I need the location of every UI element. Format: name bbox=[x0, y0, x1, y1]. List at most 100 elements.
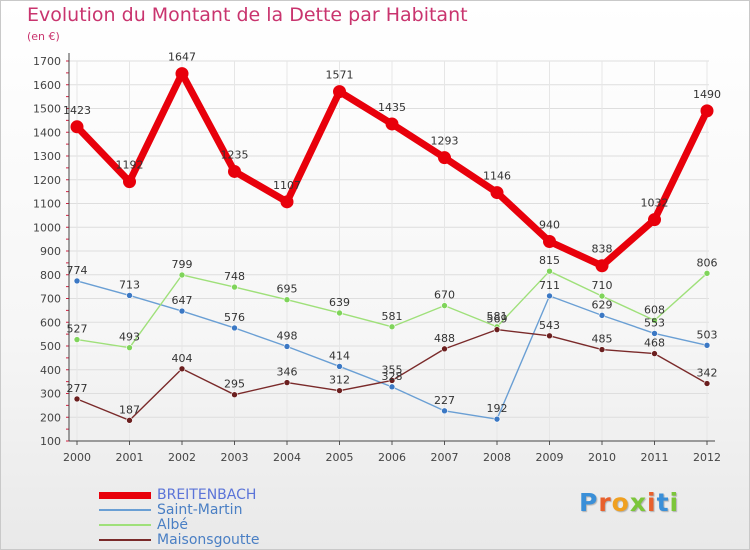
data-label-albe: 527 bbox=[67, 323, 88, 336]
data-label-saint-martin: 647 bbox=[172, 294, 193, 307]
legend-swatch bbox=[99, 491, 151, 499]
x-tick-label: 2002 bbox=[168, 451, 196, 464]
y-tick-label: 1700 bbox=[33, 55, 61, 68]
legend-swatch bbox=[99, 509, 151, 511]
chart-subtitle: (en €) bbox=[27, 30, 60, 43]
data-point-breitenbach bbox=[385, 117, 399, 131]
data-label-saint-martin: 711 bbox=[539, 279, 560, 292]
y-tick-label: 1200 bbox=[33, 174, 61, 187]
data-point-maisonsgoutte bbox=[493, 326, 501, 333]
data-label-albe: 670 bbox=[434, 289, 455, 302]
y-tick-label: 1600 bbox=[33, 79, 61, 92]
data-point-maisonsgoutte bbox=[651, 350, 658, 357]
data-label-saint-martin: 414 bbox=[329, 349, 350, 362]
y-tick-label: 1500 bbox=[33, 103, 61, 116]
data-label-maisonsgoutte: 295 bbox=[224, 378, 245, 391]
legend-swatch bbox=[99, 524, 151, 526]
data-label-maisonsgoutte: 342 bbox=[697, 367, 718, 380]
data-point-maisonsgoutte bbox=[388, 377, 396, 384]
data-label-breitenbach: 1146 bbox=[483, 170, 511, 183]
legend-label: Maisonsgoutte bbox=[157, 532, 260, 548]
data-label-albe: 639 bbox=[329, 296, 350, 309]
legend-label: BREITENBACH bbox=[157, 487, 257, 503]
data-point-albe bbox=[546, 267, 553, 275]
axis-layer: 100 200 300 400 500 600 700 800 900 1000 1100 1200 1… bbox=[33, 53, 721, 464]
data-label-breitenbach: 1235 bbox=[221, 148, 249, 161]
data-label-albe: 608 bbox=[644, 303, 665, 316]
data-label-maisonsgoutte: 404 bbox=[172, 352, 193, 365]
data-label-albe: 806 bbox=[697, 256, 718, 269]
data-point-saint-martin bbox=[73, 277, 81, 285]
data-point-maisonsgoutte bbox=[703, 380, 711, 387]
x-tick-label: 2009 bbox=[536, 451, 564, 464]
data-label-albe: 581 bbox=[487, 310, 508, 323]
data-label-albe: 695 bbox=[277, 283, 298, 296]
data-point-breitenbach bbox=[438, 151, 451, 165]
data-label-saint-martin: 503 bbox=[697, 328, 718, 341]
legend-item-breitenbach: BREITENBACH bbox=[99, 488, 256, 502]
data-point-breitenbach bbox=[595, 259, 609, 273]
data-label-breitenbach: 1107 bbox=[273, 179, 301, 192]
data-label-maisonsgoutte: 569 bbox=[487, 313, 508, 326]
data-point-breitenbach bbox=[543, 235, 556, 248]
legend-item-albe: Albé bbox=[99, 518, 188, 532]
data-point-saint-martin bbox=[441, 407, 448, 415]
x-tick-label: 2005 bbox=[326, 451, 354, 464]
data-label-albe: 748 bbox=[224, 270, 245, 283]
x-tick-label: 2008 bbox=[483, 451, 511, 464]
data-label-breitenbach: 1032 bbox=[641, 197, 669, 210]
data-label-maisonsgoutte: 346 bbox=[277, 366, 298, 379]
data-label-maisonsgoutte: 355 bbox=[382, 363, 403, 376]
data-point-saint-martin bbox=[546, 292, 553, 300]
legend-label: Albé bbox=[157, 517, 188, 533]
data-point-albe bbox=[231, 283, 238, 291]
data-label-breitenbach: 1435 bbox=[378, 101, 406, 114]
data-label-saint-martin: 713 bbox=[119, 278, 140, 291]
data-label-saint-martin: 498 bbox=[277, 329, 298, 342]
x-tick-label: 2004 bbox=[273, 451, 301, 464]
data-point-maisonsgoutte bbox=[178, 365, 186, 373]
data-label-saint-martin: 328 bbox=[382, 370, 403, 383]
chart-title: Evolution du Montant de la Dette par Hab… bbox=[27, 4, 468, 26]
data-point-breitenbach bbox=[228, 164, 241, 178]
data-label-saint-martin: 629 bbox=[592, 298, 613, 311]
y-tick-label: 300 bbox=[40, 388, 61, 401]
data-label-maisonsgoutte: 485 bbox=[592, 333, 613, 346]
data-label-albe: 493 bbox=[119, 331, 140, 344]
x-tick-label: 2003 bbox=[221, 451, 249, 464]
data-point-maisonsgoutte bbox=[336, 387, 343, 394]
data-label-breitenbach: 1490 bbox=[693, 88, 721, 101]
data-label-saint-martin: 576 bbox=[224, 311, 245, 324]
y-tick-label: 500 bbox=[40, 340, 61, 353]
data-label-breitenbach: 838 bbox=[592, 243, 613, 256]
series-layer bbox=[70, 67, 714, 424]
legend-swatch bbox=[99, 539, 151, 541]
data-point-maisonsgoutte bbox=[73, 395, 81, 403]
data-point-maisonsgoutte bbox=[231, 391, 238, 398]
data-point-saint-martin bbox=[336, 363, 343, 370]
data-point-breitenbach bbox=[333, 85, 346, 99]
data-label-saint-martin: 774 bbox=[67, 264, 88, 277]
data-point-albe bbox=[336, 309, 343, 317]
data-point-breitenbach bbox=[648, 213, 661, 227]
data-label-saint-martin: 192 bbox=[487, 402, 508, 415]
data-point-saint-martin bbox=[231, 324, 238, 332]
data-label-breitenbach: 1423 bbox=[63, 104, 91, 117]
data-point-albe bbox=[388, 323, 396, 331]
data-point-maisonsgoutte bbox=[598, 346, 606, 353]
data-label-maisonsgoutte: 543 bbox=[539, 319, 560, 332]
data-label-maisonsgoutte: 312 bbox=[329, 374, 350, 387]
y-tick-label: 1100 bbox=[33, 198, 61, 211]
data-label-maisonsgoutte: 277 bbox=[67, 382, 88, 395]
y-tick-label: 400 bbox=[40, 364, 61, 377]
data-point-albe bbox=[598, 292, 606, 300]
data-label-maisonsgoutte: 488 bbox=[434, 332, 455, 345]
legend-item-maisonsgoutte: Maisonsgoutte bbox=[99, 533, 260, 547]
y-tick-label: 700 bbox=[40, 293, 61, 306]
data-label-albe: 815 bbox=[539, 254, 560, 267]
brand-logo: Proxiti bbox=[579, 488, 680, 517]
y-tick-label: 600 bbox=[40, 316, 61, 329]
data-point-maisonsgoutte bbox=[441, 345, 448, 353]
